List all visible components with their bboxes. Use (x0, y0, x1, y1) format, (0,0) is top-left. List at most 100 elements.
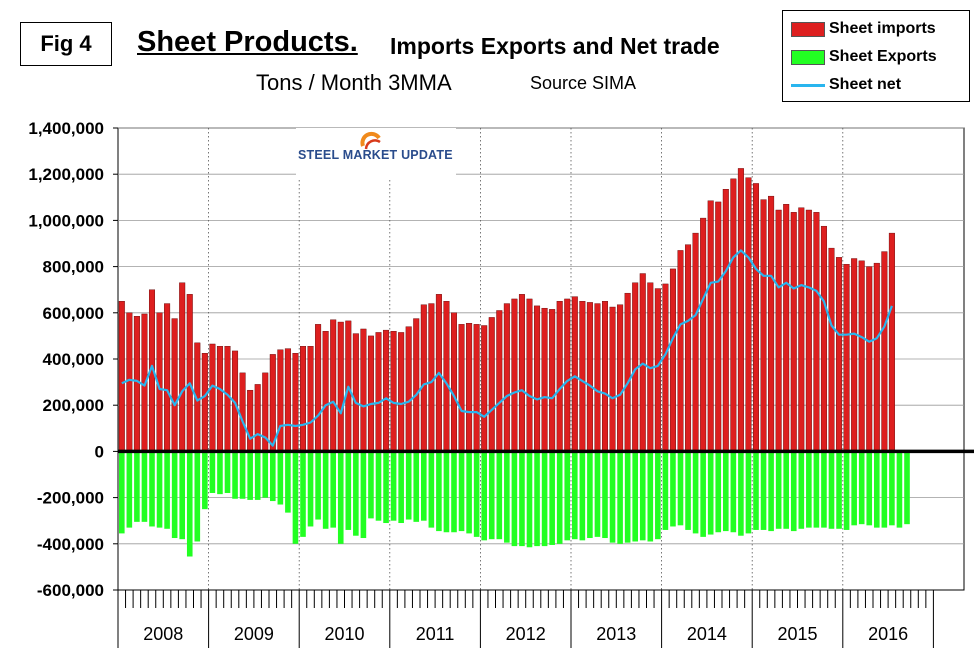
export-bar (383, 451, 389, 524)
export-bar (239, 451, 246, 499)
import-bar (375, 332, 382, 452)
export-bar (858, 451, 865, 525)
y-axis-labels: 1,400,000 1,200,000 1,000,000 800,000 600,00… (28, 119, 118, 600)
export-bar (768, 451, 774, 532)
import-bar (254, 384, 261, 452)
y-tick-label: 1,200,000 (28, 165, 104, 184)
export-bar (496, 451, 503, 540)
import-bar (496, 310, 503, 452)
import-bar (798, 207, 805, 452)
x-tick-label: 2016 (868, 624, 908, 644)
export-bar (436, 451, 442, 532)
export-bar (307, 451, 314, 527)
export-bar (194, 451, 201, 542)
export-bar (466, 451, 472, 534)
import-bar (390, 331, 397, 452)
export-bar (806, 451, 812, 528)
import-bar (843, 264, 850, 452)
export-bar (534, 451, 540, 547)
export-bar (345, 451, 352, 530)
import-bar (851, 258, 858, 452)
export-bar (851, 451, 857, 526)
import-bar (209, 343, 216, 452)
export-bar (149, 451, 155, 527)
export-bar (790, 451, 797, 532)
export-bar (119, 451, 125, 534)
export-bar (315, 451, 321, 520)
import-bar (307, 346, 314, 452)
export-bar (413, 451, 420, 522)
import-bar (564, 298, 571, 452)
import-bar (828, 247, 835, 452)
export-bar (594, 451, 601, 537)
export-bar (836, 451, 842, 529)
export-bar (655, 451, 661, 540)
import-bar (503, 303, 510, 452)
export-bar (609, 451, 616, 543)
import-bar (201, 353, 208, 452)
export-bar (647, 451, 654, 542)
export-bar (375, 451, 382, 521)
export-bar (504, 451, 510, 543)
figure-label: Fig 4 (20, 22, 112, 66)
import-bar (352, 333, 359, 452)
export-bar (602, 451, 608, 539)
import-bar (737, 168, 744, 452)
export-bar (579, 451, 586, 541)
import-bar (292, 353, 299, 452)
legend-item-imports: Sheet imports (791, 19, 936, 39)
export-bar (156, 451, 163, 528)
export-bar (262, 451, 269, 498)
import-bar (715, 201, 722, 452)
export-bar (270, 451, 276, 502)
y-tick-label: -400,000 (37, 535, 104, 554)
export-bar (843, 451, 850, 530)
export-bar (889, 451, 895, 526)
export-bar (179, 451, 185, 540)
import-bar (466, 322, 473, 452)
export-bar (300, 451, 306, 537)
export-bar (368, 451, 374, 519)
import-bar (330, 319, 337, 452)
import-bar (571, 296, 578, 452)
y-tick-label: 1,000,000 (28, 211, 104, 230)
import-bar (685, 244, 692, 452)
import-bar (609, 306, 616, 452)
export-bar (473, 451, 480, 537)
import-bar (549, 309, 556, 452)
import-bar (866, 266, 873, 452)
import-bar (617, 304, 624, 452)
x-tick-label: 2013 (596, 624, 636, 644)
export-bar (330, 451, 336, 528)
import-bar (179, 282, 186, 452)
import-bar (420, 304, 427, 452)
import-bar (669, 268, 676, 452)
import-bar (881, 251, 888, 452)
export-bar (632, 451, 638, 542)
imports-bars (118, 168, 895, 452)
legend-label-exports: Sheet Exports (829, 48, 937, 65)
export-bar (458, 451, 465, 532)
import-bar (677, 250, 684, 452)
export-bar (134, 451, 140, 522)
export-bar (866, 451, 873, 526)
export-bar (398, 451, 404, 524)
export-bar (353, 451, 359, 536)
import-bar (473, 324, 480, 452)
x-axis: 2008 2009 2010 2011 2012 2013 2014 2015 2016 (117, 589, 964, 648)
y-tick-label: 1,400,000 (28, 119, 104, 138)
import-bar (662, 283, 669, 452)
imports-swatch (791, 21, 825, 37)
export-bar (164, 451, 170, 529)
export-bar (428, 451, 435, 528)
import-bar (805, 209, 812, 452)
export-bar (874, 451, 880, 528)
export-bar (639, 451, 646, 541)
import-bar (269, 354, 276, 452)
export-bar (209, 451, 216, 493)
export-bar (783, 451, 789, 529)
import-bar (760, 199, 767, 452)
import-bar (164, 303, 171, 452)
y-tick-label: -200,000 (37, 489, 104, 508)
legend-item-exports: Sheet Exports (791, 47, 937, 67)
